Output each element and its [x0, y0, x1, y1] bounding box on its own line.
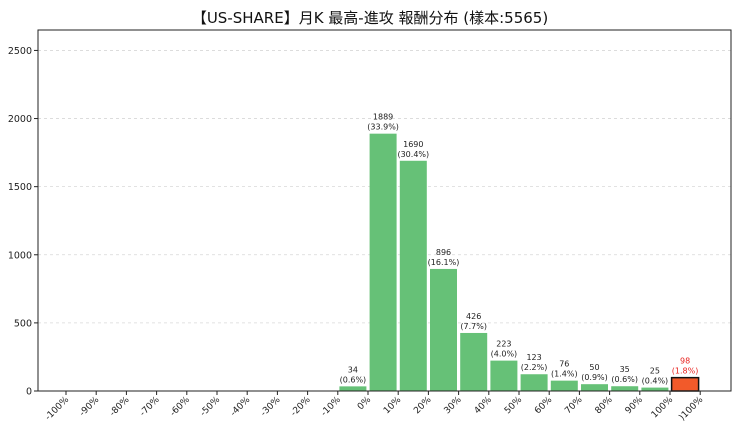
y-tick-label: 1500: [8, 182, 32, 193]
x-tick-label: 100%: [650, 395, 676, 421]
bar: [520, 374, 548, 391]
bar-count-label: 34: [348, 365, 358, 374]
bar-count-label: 98: [680, 357, 690, 366]
data-labels: 34(0.6%)1889(33.9%)1690(30.4%)896(16.1%)…: [340, 113, 699, 386]
bar-count-label: 76: [559, 360, 569, 369]
bar-pct-label: (0.9%): [581, 373, 608, 382]
bar-pct-label: (1.8%): [672, 367, 699, 376]
y-tick-label: 2000: [8, 114, 32, 125]
bar-count-label: 896: [436, 248, 451, 257]
x-tick-label: 30%: [442, 395, 464, 417]
x-tick-label: -20%: [289, 395, 313, 419]
y-axis: 0 500 1000 1500 2000 2500: [8, 46, 38, 398]
x-tick-label: 70%: [563, 395, 585, 417]
bar: [490, 360, 518, 391]
x-tick-label: 90%: [624, 395, 646, 417]
x-tick-label: -90%: [78, 395, 102, 419]
x-tick-label: 40%: [473, 395, 495, 417]
bar-count-label: 1889: [373, 113, 393, 122]
y-tick-label: 2500: [8, 46, 32, 57]
bar-pct-label: (30.4%): [397, 150, 429, 159]
x-tick-label: 0%: [356, 395, 373, 412]
chart-title: 【US-SHARE】月K 最高-進攻 報酬分布 (樣本:5565): [192, 9, 548, 27]
x-tick-label: -50%: [199, 395, 223, 419]
bar-pct-label: (2.2%): [521, 363, 548, 372]
bar: [369, 133, 397, 391]
bar-pct-label: (0.4%): [642, 377, 669, 386]
bar-count-label: 50: [589, 363, 599, 372]
bar: [430, 268, 457, 391]
bar-highlight: [670, 376, 700, 392]
x-tick-label: -60%: [168, 395, 192, 419]
x-tick-label: -80%: [108, 395, 132, 419]
bar-pct-label: (0.6%): [340, 375, 367, 384]
x-tick-label: -70%: [138, 395, 162, 419]
bar-count-label: 123: [526, 353, 541, 362]
bar: [399, 160, 427, 391]
x-tick-label: 10%: [382, 395, 404, 417]
x-axis: -100% -90% -80% -70% -60% -50% -40% -30% -20% -10…: [44, 391, 706, 423]
bar-count-label: 35: [620, 365, 630, 374]
bar: [460, 332, 488, 391]
bar-pct-label: (16.1%): [428, 258, 460, 267]
plot-frame: [37, 29, 732, 392]
x-tick-label: -30%: [259, 395, 283, 419]
bar: [339, 386, 367, 391]
x-tick-label: -100%: [44, 395, 72, 423]
bar-pct-label: (0.6%): [611, 375, 638, 384]
bar: [611, 386, 639, 391]
grid-lines: [38, 50, 731, 324]
bar-pct-label: (4.0%): [491, 350, 518, 359]
x-tick-label: -40%: [229, 395, 253, 419]
bar-pct-label: (1.4%): [551, 370, 578, 379]
bar-count-label: 25: [650, 367, 660, 376]
x-tick-label: )100%: [678, 395, 706, 423]
bar-pct-label: (7.7%): [460, 322, 487, 331]
x-tick-label: -10%: [319, 395, 343, 419]
bar: [641, 387, 669, 391]
x-tick-label: 50%: [503, 395, 525, 417]
x-tick-label: 80%: [593, 395, 615, 417]
bar: [581, 384, 608, 391]
bars: [339, 133, 700, 392]
bar-count-label: 1690: [403, 140, 423, 149]
bar-count-label: 223: [496, 340, 511, 349]
y-tick-label: 1000: [8, 250, 32, 261]
y-tick-label: 500: [14, 318, 32, 329]
bar-pct-label: (33.9%): [367, 123, 399, 132]
bar: [550, 380, 578, 391]
y-tick-label: 0: [26, 387, 32, 398]
bar-count-label: 426: [466, 312, 481, 321]
x-tick-label: 20%: [412, 395, 434, 417]
x-tick-label: 60%: [533, 395, 555, 417]
